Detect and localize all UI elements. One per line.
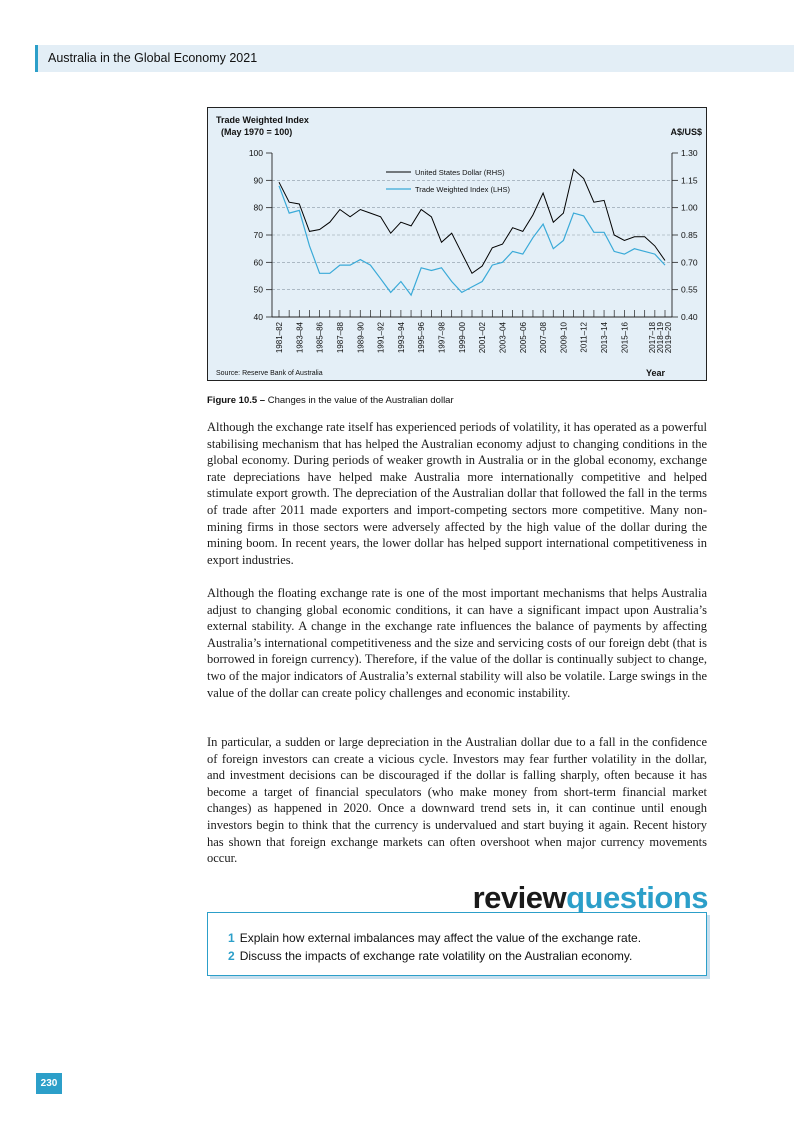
paragraph-1: Although the exchange rate itself has ex… <box>207 420 707 567</box>
review-heading-part1: review <box>472 880 567 915</box>
x-tick-label: 1995–96 <box>417 321 426 353</box>
series-line-usd <box>278 168 666 275</box>
question-text: Discuss the impacts of exchange rate vol… <box>239 949 633 963</box>
x-tick-label: 1993–94 <box>397 321 406 353</box>
x-tick-label: 2011–12 <box>580 321 589 352</box>
running-header: Australia in the Global Economy 2021 <box>35 45 794 72</box>
x-tick-label: 2001–02 <box>478 321 487 353</box>
review-questions-heading: reviewquestions <box>440 878 709 918</box>
x-tick-label: 1983–84 <box>295 321 304 353</box>
chart-svg: Trade Weighted Index (May 1970 = 100) A$/U… <box>216 115 702 378</box>
left-tick-label: 100 <box>249 148 263 158</box>
left-axis-title: Trade Weighted Index <box>216 115 309 125</box>
page-number: 230 <box>36 1073 62 1094</box>
review-heading-part2: questions <box>566 880 708 915</box>
left-tick-label: 80 <box>254 203 264 213</box>
x-tick-label: 2003–04 <box>498 321 507 353</box>
legend-label-twi: Trade Weighted Index (LHS) <box>415 185 511 194</box>
paragraph-2: Although the floating exchange rate is o… <box>207 586 707 700</box>
book-title: Australia in the Global Economy 2021 <box>48 51 258 65</box>
right-tick-label: 0.70 <box>681 257 698 267</box>
question-text: Explain how external imbalances may affe… <box>239 931 642 945</box>
right-tick-label: 0.40 <box>681 312 698 322</box>
x-tick-label: 2013–14 <box>600 321 609 353</box>
x-tick-label: 1987–88 <box>336 321 345 353</box>
x-tick-label: 1989–90 <box>356 321 365 353</box>
left-tick-label: 90 <box>254 175 264 185</box>
x-axis-title: Year <box>646 368 666 378</box>
x-tick-label: 2018–19 <box>656 321 665 353</box>
x-tick-label: 1991–92 <box>377 321 386 353</box>
left-tick-label: 40 <box>254 312 264 322</box>
right-tick-label: 1.30 <box>681 148 698 158</box>
x-tick-label: 2019–20 <box>664 321 673 353</box>
review-question: 2 Discuss the impacts of exchange rate vo… <box>228 949 632 963</box>
x-tick-label: 2009–10 <box>559 321 568 353</box>
right-axis-title: A$/US$ <box>670 127 702 137</box>
x-tick-label: 1981–82 <box>275 321 284 353</box>
figure-label: Figure 10.5 – <box>207 395 266 406</box>
review-questions-box: 1 Explain how external imbalances may aff… <box>207 912 707 976</box>
review-question: 1 Explain how external imbalances may aff… <box>228 931 641 945</box>
x-tick-label: 2005–06 <box>519 321 528 353</box>
paragraph-3: In particular, a sudden or large depreci… <box>207 735 707 866</box>
right-tick-label: 0.85 <box>681 230 698 240</box>
legend-label-usd: United States Dollar (RHS) <box>415 168 505 177</box>
left-tick-label: 50 <box>254 285 264 295</box>
x-tick-label: 1999–00 <box>458 321 467 353</box>
x-tick-label: 2015–16 <box>620 321 629 353</box>
question-number: 1 <box>228 931 235 945</box>
left-tick-label: 60 <box>254 257 264 267</box>
chart-source: Source: Reserve Bank of Australia <box>216 370 323 377</box>
question-number: 2 <box>228 949 235 963</box>
right-tick-label: 1.00 <box>681 203 698 213</box>
x-tick-label: 2017–18 <box>648 321 657 353</box>
left-tick-label: 70 <box>254 230 264 240</box>
exchange-rate-chart: Trade Weighted Index (May 1970 = 100) A$/U… <box>207 107 707 381</box>
right-tick-label: 1.15 <box>681 175 698 185</box>
figure-caption: Figure 10.5 – Changes in the value of th… <box>207 395 454 406</box>
left-axis-subtitle: (May 1970 = 100) <box>221 127 292 137</box>
x-tick-label: 2007–08 <box>539 321 548 353</box>
right-tick-label: 0.55 <box>681 285 698 295</box>
figure-caption-text: Changes in the value of the Australian d… <box>265 395 454 406</box>
x-tick-label: 1997–98 <box>438 321 447 353</box>
series-line-twi <box>278 185 666 297</box>
x-tick-label: 1985–86 <box>316 321 325 353</box>
